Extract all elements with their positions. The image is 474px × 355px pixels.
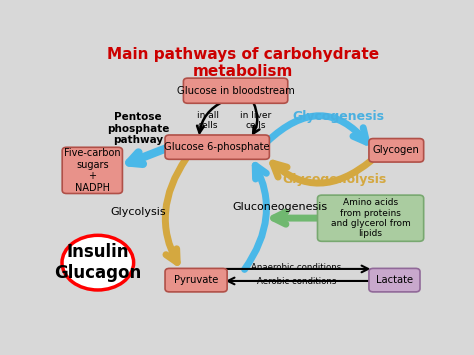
FancyBboxPatch shape bbox=[165, 135, 269, 159]
FancyArrowPatch shape bbox=[226, 266, 368, 272]
Text: Glycogenesis: Glycogenesis bbox=[292, 110, 384, 123]
Text: in liver
cells: in liver cells bbox=[240, 111, 272, 130]
FancyArrowPatch shape bbox=[273, 212, 319, 224]
Text: Aerobic conditions: Aerobic conditions bbox=[256, 277, 336, 286]
Text: Pyruvate: Pyruvate bbox=[174, 275, 218, 285]
Text: Five-carbon
sugars
+
NADPH: Five-carbon sugars + NADPH bbox=[64, 148, 120, 193]
Text: Glycolysis: Glycolysis bbox=[110, 207, 166, 217]
FancyBboxPatch shape bbox=[318, 195, 424, 241]
Text: in all
cells: in all cells bbox=[197, 111, 219, 130]
Text: Insulin
Glucagon: Insulin Glucagon bbox=[54, 243, 141, 282]
FancyArrowPatch shape bbox=[273, 160, 371, 183]
Text: Lactate: Lactate bbox=[376, 275, 413, 285]
FancyArrowPatch shape bbox=[245, 165, 266, 269]
Text: Pentose
phosphate
pathway: Pentose phosphate pathway bbox=[107, 112, 169, 145]
FancyArrowPatch shape bbox=[165, 158, 186, 262]
Ellipse shape bbox=[62, 235, 134, 290]
Text: Glycogen: Glycogen bbox=[373, 145, 420, 155]
Text: Glucose 6-phosphate: Glucose 6-phosphate bbox=[164, 142, 270, 152]
Text: Glucose in bloodstream: Glucose in bloodstream bbox=[177, 86, 294, 96]
Text: Amino acids
from proteins
and glycerol from
lipids: Amino acids from proteins and glycerol f… bbox=[331, 198, 410, 238]
FancyBboxPatch shape bbox=[369, 138, 424, 162]
FancyBboxPatch shape bbox=[165, 268, 227, 292]
FancyArrowPatch shape bbox=[129, 148, 167, 164]
Text: Anaerobic conditions: Anaerobic conditions bbox=[251, 263, 341, 272]
Text: Gluconeogenesis: Gluconeogenesis bbox=[232, 202, 327, 212]
Text: Main pathways of carbohydrate: Main pathways of carbohydrate bbox=[107, 48, 379, 62]
FancyArrowPatch shape bbox=[197, 101, 224, 133]
FancyArrowPatch shape bbox=[228, 278, 371, 284]
FancyBboxPatch shape bbox=[369, 268, 420, 292]
FancyArrowPatch shape bbox=[253, 103, 259, 133]
Text: Glycogenolysis: Glycogenolysis bbox=[283, 173, 387, 186]
FancyArrowPatch shape bbox=[267, 116, 366, 142]
FancyBboxPatch shape bbox=[183, 78, 288, 103]
FancyBboxPatch shape bbox=[62, 147, 122, 193]
Text: metabolism: metabolism bbox=[193, 64, 293, 79]
